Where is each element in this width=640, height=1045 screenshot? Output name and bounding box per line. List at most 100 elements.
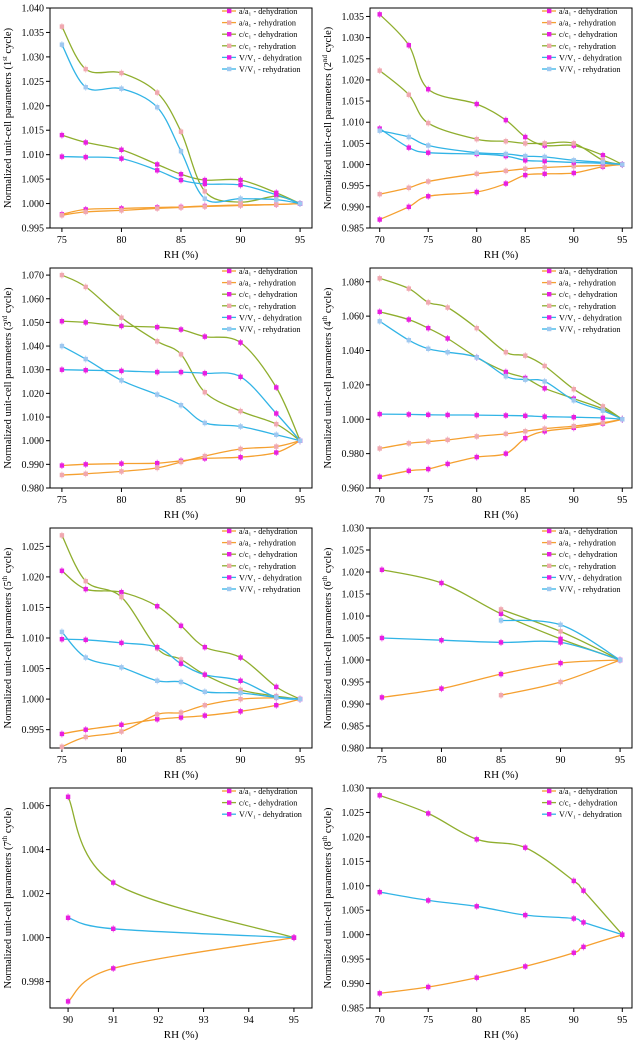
- legend-swatch-marker: [547, 563, 552, 568]
- legend-entry: a/a₁ - rehydration: [239, 279, 296, 288]
- x-axis-label: RH (%): [164, 509, 199, 520]
- data-point: [558, 629, 563, 634]
- x-tick-label: 85: [176, 755, 186, 766]
- series-line: [379, 934, 623, 994]
- chart-panel-2: 70 75 80 85 90 95 0.985 0.990 0.995 1.000 1.005 1.0…: [320, 0, 640, 261]
- data-point: [238, 182, 243, 188]
- data-point: [238, 177, 243, 183]
- data-point: [202, 713, 208, 718]
- data-point: [119, 469, 124, 474]
- data-point: [83, 140, 88, 145]
- x-tick-label: 95: [295, 495, 305, 506]
- x-axis-label: RH (%): [484, 509, 519, 520]
- data-point: [377, 68, 382, 73]
- data-point: [503, 374, 509, 379]
- data-point: [523, 429, 528, 434]
- data-point: [154, 644, 160, 650]
- legend-entry: V/V₁ - rehydration: [559, 65, 621, 74]
- legend-entry: a/a₁ - rehydration: [559, 279, 616, 288]
- data-point: [426, 87, 431, 92]
- y-axis-label-superscript: th: [1, 835, 9, 841]
- legend-swatch-marker: [227, 552, 232, 557]
- legend-swatch-marker: [227, 540, 232, 545]
- data-point: [238, 374, 243, 380]
- data-point: [558, 622, 563, 627]
- y-tick-label: 1.020: [342, 568, 365, 579]
- y-tick-label: 1.030: [342, 524, 365, 535]
- data-point: [83, 367, 88, 373]
- legend-entry: c/c₁ - dehydration: [239, 550, 297, 559]
- data-point: [178, 352, 184, 357]
- legend-entry: c/c₁ - rehydration: [239, 562, 296, 571]
- y-axis-label-text: Normalized unit-cell parameters (4: [323, 321, 334, 469]
- x-tick-label: 70: [375, 1015, 385, 1026]
- legend-swatch-marker: [547, 315, 552, 320]
- y-tick-label: 1.035: [342, 12, 365, 23]
- x-tick-label: 90: [63, 1015, 73, 1026]
- data-point: [238, 696, 243, 702]
- data-point: [498, 693, 504, 698]
- data-point: [202, 371, 208, 376]
- legend-swatch-marker: [547, 788, 552, 794]
- data-point: [119, 589, 124, 595]
- y-axis-label-end: cycle): [323, 26, 334, 55]
- data-point: [558, 679, 563, 685]
- data-point: [59, 132, 65, 138]
- x-tick-label: 90: [569, 1015, 579, 1026]
- series-line: [61, 134, 301, 205]
- y-tick-label: 1.010: [22, 634, 45, 645]
- data-point: [377, 276, 382, 281]
- data-point: [65, 794, 71, 799]
- legend-swatch-marker: [227, 20, 232, 25]
- data-point: [274, 684, 279, 690]
- data-point: [426, 984, 431, 990]
- data-point: [523, 413, 528, 419]
- series-line: [379, 891, 623, 936]
- data-point: [202, 204, 208, 209]
- legend-entry: c/c₁ - dehydration: [559, 799, 617, 808]
- y-axis-label-text: Normalized unit-cell parameters (8: [323, 841, 334, 988]
- y-tick-label: 1.025: [22, 77, 45, 88]
- data-point: [119, 378, 124, 383]
- legend-entry: V/V₁ - rehydration: [239, 585, 301, 594]
- data-point: [406, 43, 412, 48]
- legend-entry: V/V₁ - rehydration: [239, 65, 301, 74]
- x-tick-label: 80: [116, 755, 126, 766]
- data-point: [426, 300, 431, 305]
- legend-swatch-marker: [547, 43, 552, 48]
- y-tick-label: 1.035: [22, 28, 45, 39]
- data-point: [503, 151, 509, 157]
- legend-swatch-marker: [547, 540, 552, 545]
- chart-panel-6: 75 80 85 90 95 0.980 0.985 0.990 0.995 1.000 1.005…: [320, 520, 640, 781]
- chart-panel-3: 75 80 85 90 95 0.980 0.990 1.000 1.010 1.020 1.030…: [0, 260, 320, 521]
- data-point: [154, 604, 160, 609]
- data-point: [426, 120, 431, 126]
- x-tick-label: 95: [295, 755, 305, 766]
- data-point: [571, 141, 576, 146]
- x-tick-label: 90: [569, 235, 579, 246]
- data-point: [558, 636, 563, 642]
- y-axis-label-end: cycle): [323, 807, 334, 836]
- y-tick-label: 1.020: [22, 389, 45, 400]
- chart-svg: 70 75 80 85 90 95 0.960 0.980 1.000 1.020 1.040 1.0…: [321, 267, 633, 521]
- data-point: [178, 205, 184, 210]
- data-point: [178, 715, 184, 720]
- data-point: [581, 888, 586, 893]
- data-point: [202, 689, 208, 694]
- data-point: [154, 717, 160, 722]
- legend-swatch-marker: [227, 315, 232, 320]
- series-line: [379, 130, 623, 166]
- data-point: [238, 655, 243, 660]
- data-point: [154, 105, 160, 110]
- data-point: [274, 703, 279, 708]
- data-point: [503, 369, 509, 375]
- data-point: [274, 432, 279, 437]
- data-point: [59, 213, 65, 218]
- x-tick-label: 95: [617, 235, 627, 246]
- series-line: [61, 274, 301, 442]
- data-point: [445, 437, 450, 443]
- x-tick-label: 70: [375, 495, 385, 506]
- data-point: [406, 204, 412, 210]
- data-point: [238, 446, 243, 452]
- legend-swatch-marker: [227, 788, 232, 794]
